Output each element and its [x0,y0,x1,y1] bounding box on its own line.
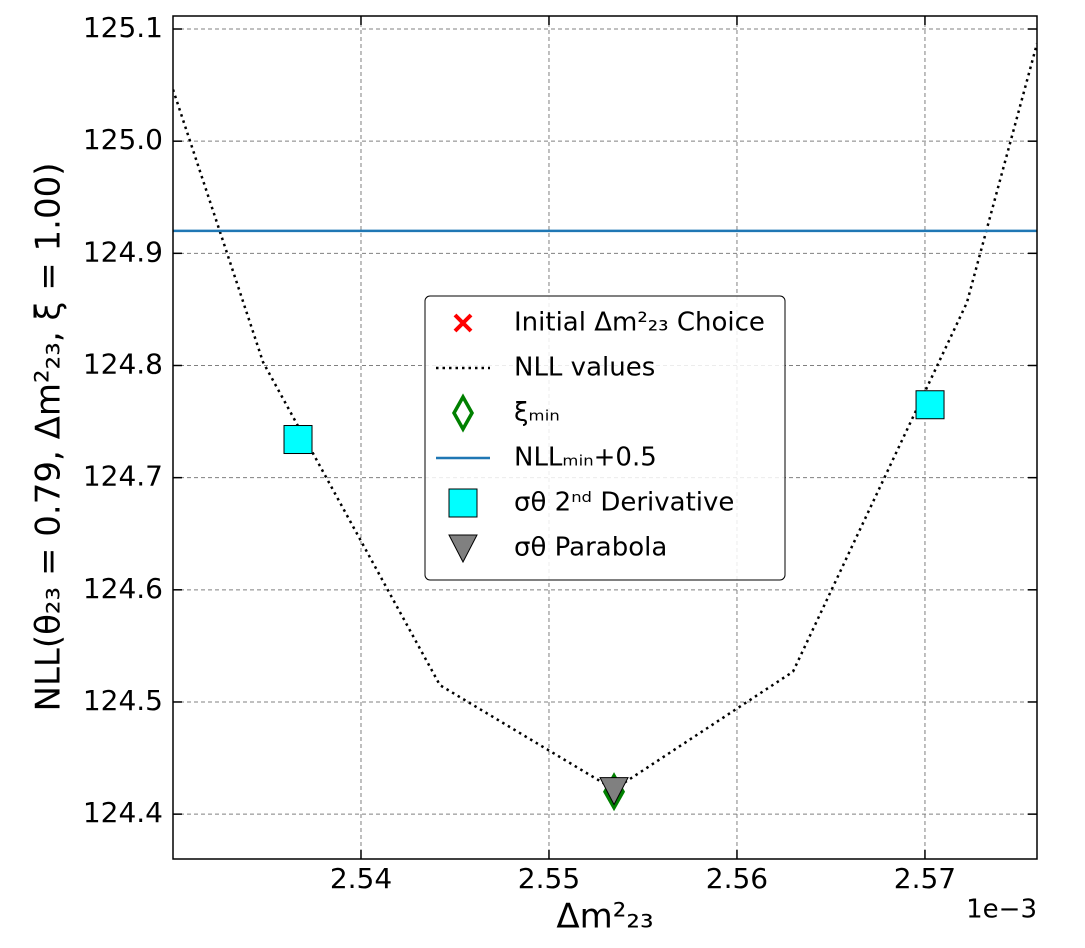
y-tick-label: 124.8 [83,347,163,380]
legend-label: NLLₘᵢₙ+0.5 [514,443,657,473]
point [283,425,313,455]
legend-label: σθ Parabola [514,533,667,563]
x-tick-label: 2.57 [894,862,956,895]
legend-marker [448,534,478,564]
y-tick-label: 124.6 [83,572,163,605]
point [915,390,945,420]
legend-marker [448,488,478,518]
y-axis-label: NLL(θ₂₃ = 0.79, Δm²₂₃, ξ = 1.00) [29,163,69,712]
legend-label: σθ 2ⁿᵈ Derivative [514,488,734,518]
x-tick-label: 2.55 [518,862,580,895]
legend-box [424,295,786,581]
plot-frame [172,15,1038,860]
legend-marker [451,393,475,433]
y-tick-label: 124.5 [83,684,163,717]
y-tick-label: 124.9 [83,235,163,268]
legend-label: ξₘᵢₙ [514,398,560,428]
legend-label: NLL values [514,353,655,383]
x-tick-label: 2.54 [330,862,392,895]
x-tick-label: 2.56 [706,862,768,895]
y-tick-label: 124.4 [83,796,163,829]
legend-marker [453,313,473,333]
x-axis-label: Δm²₂₃ [556,897,653,937]
y-tick-label: 125.1 [83,11,163,44]
y-tick-label: 125.0 [83,123,163,156]
x-offset-label: 1e−3 [966,895,1037,925]
y-tick-label: 124.7 [83,460,163,493]
legend-label: Initial Δm²₂₃ Choice [514,308,765,338]
point [599,777,629,806]
